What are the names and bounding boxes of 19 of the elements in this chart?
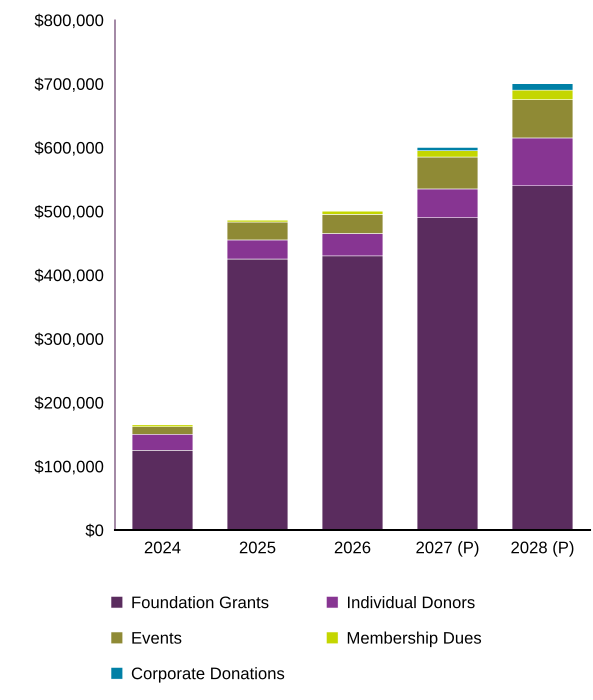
x-tick-label: 2027 (P)	[416, 541, 478, 557]
legend-label: Individual Donors	[348, 596, 475, 608]
y-tick-label: $600,000	[34, 141, 104, 156]
legend-label: Corporate Donations	[132, 667, 284, 683]
y-tick-label: $800,000	[34, 14, 104, 28]
legend-label: Foundation Grants	[132, 596, 268, 608]
y-tick-label: $400,000	[34, 268, 104, 284]
y-tick-label: $0	[86, 524, 104, 538]
x-tick-label: 2026	[334, 542, 370, 554]
legend-label: Events	[132, 632, 182, 644]
x-tick-label: 2024	[144, 542, 181, 554]
y-tick-label: $100,000	[34, 460, 104, 474]
legend-label: Membership Dues	[348, 632, 482, 648]
y-tick-label: $300,000	[34, 332, 104, 347]
y-tick-label: $500,000	[34, 204, 104, 220]
y-tick-label: $200,000	[34, 396, 104, 411]
x-tick-label: 2025	[240, 542, 276, 554]
x-tick-label: 2028 (P)	[511, 541, 574, 557]
y-tick-label: $700,000	[34, 77, 104, 92]
